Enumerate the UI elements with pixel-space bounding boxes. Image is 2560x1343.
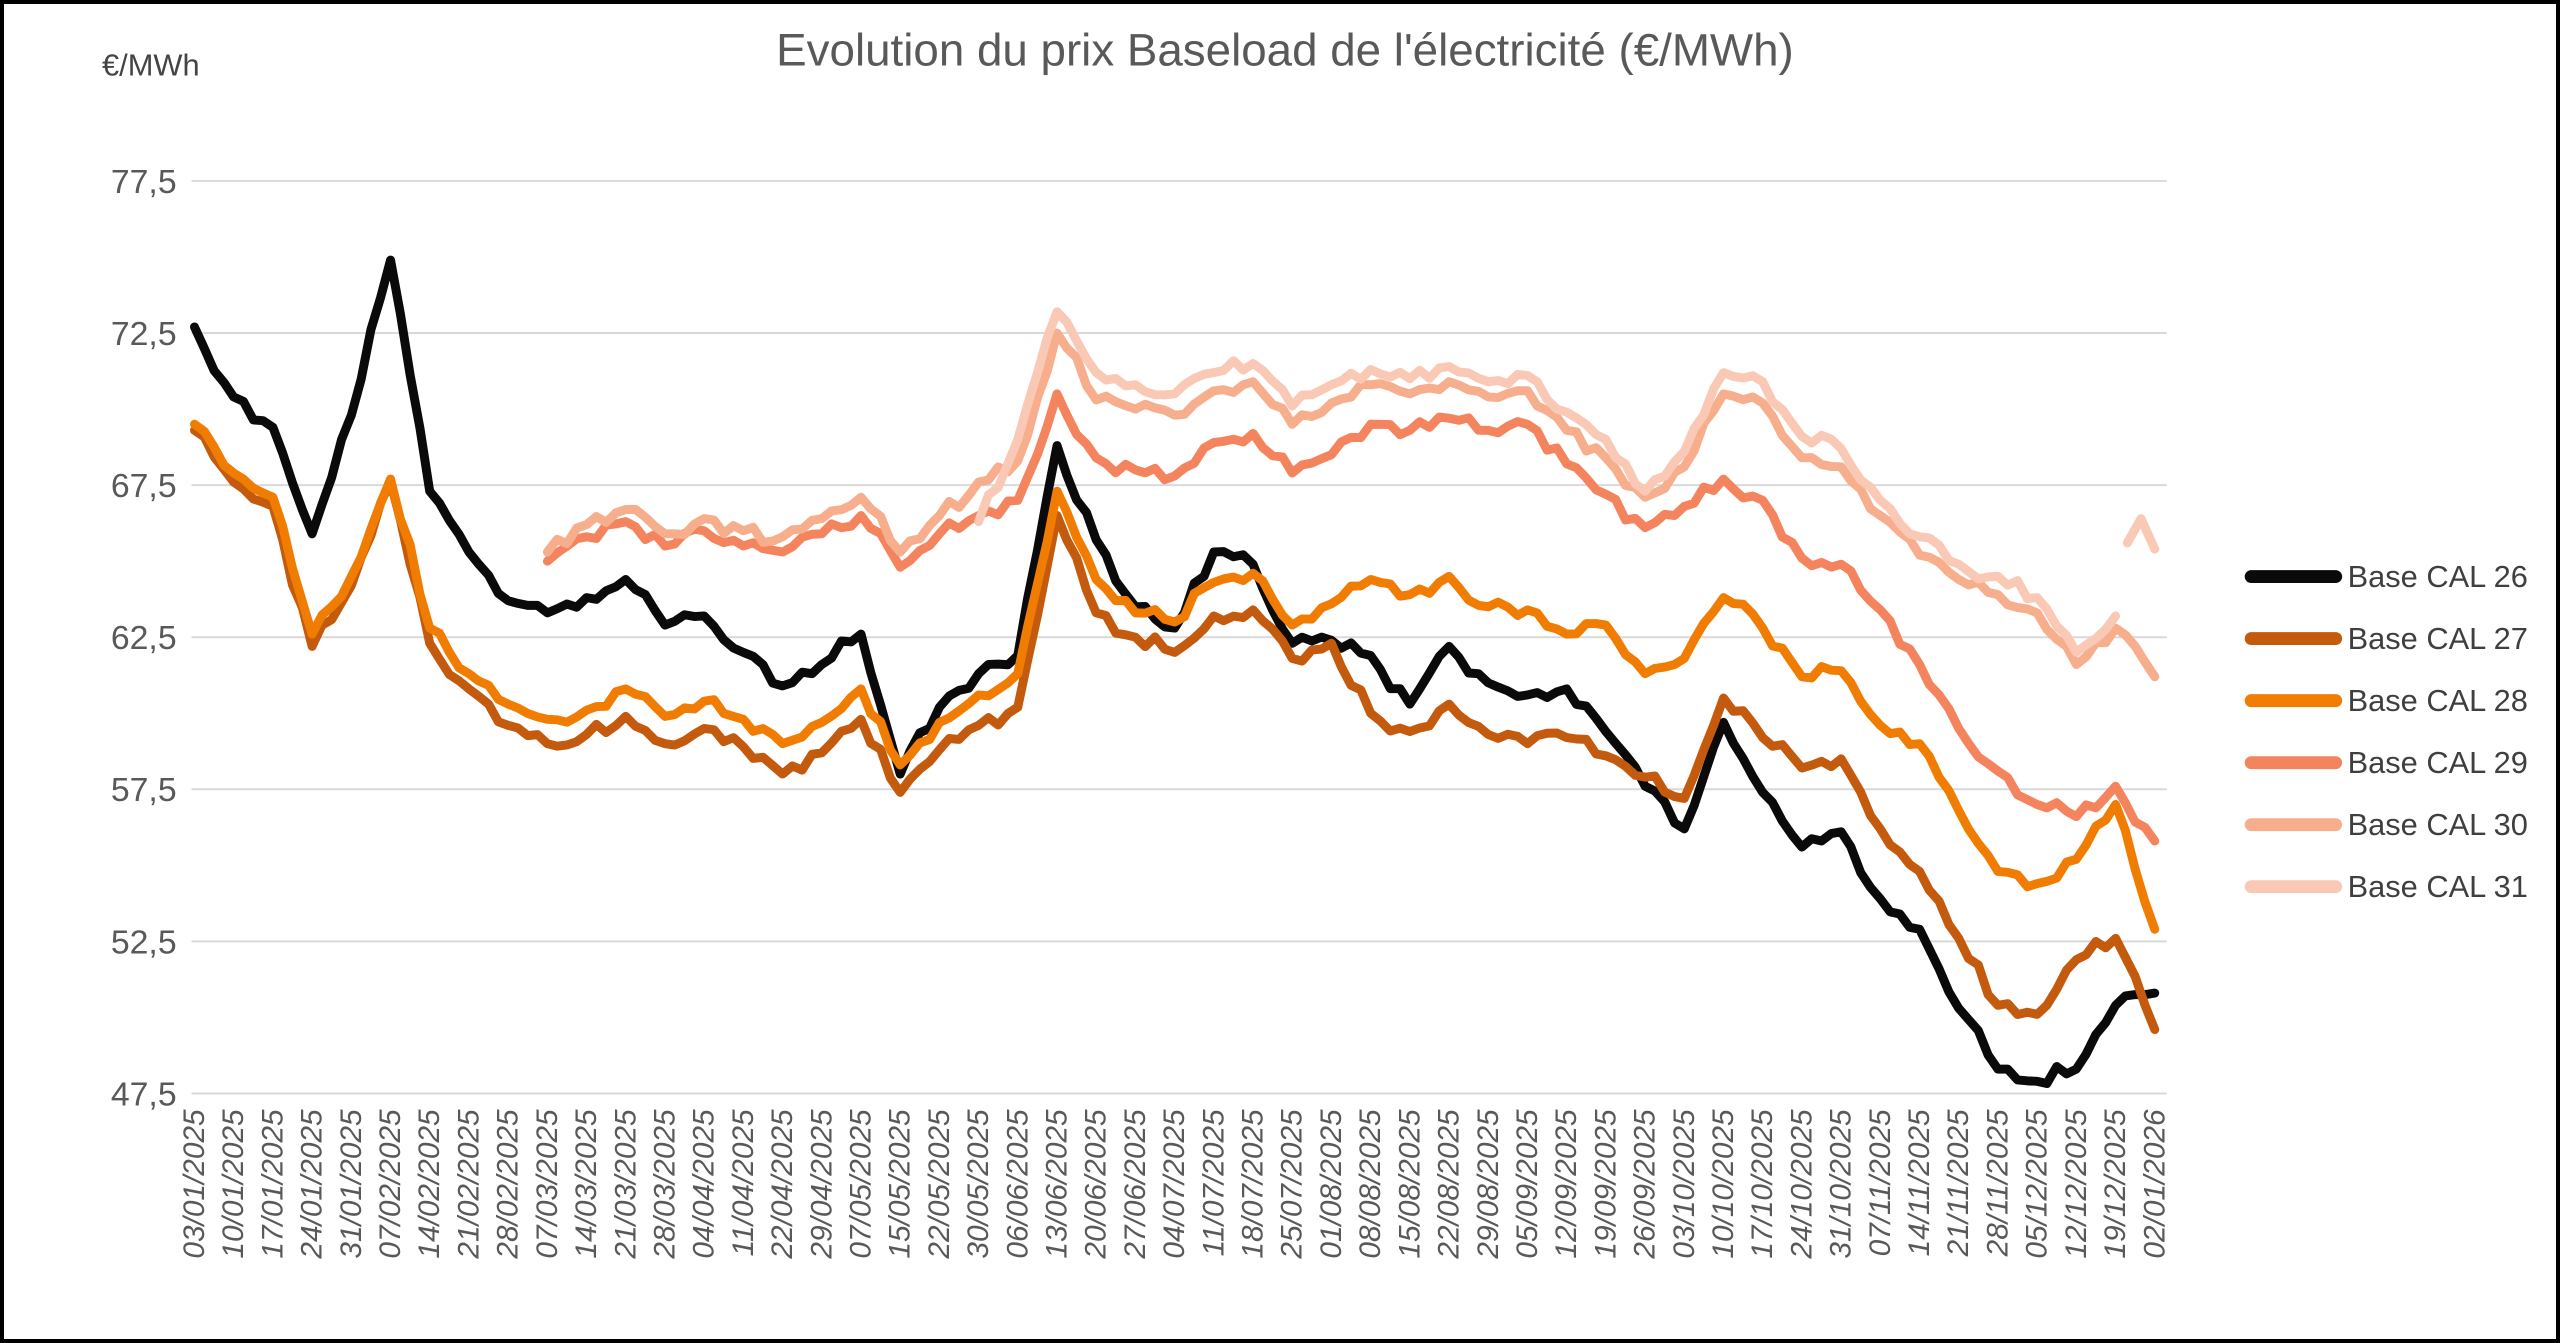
x-tick-label: 07/11/2025 [1864, 1109, 1897, 1256]
x-tick-label: 10/01/2025 [217, 1109, 250, 1259]
x-tick-label: 29/04/2025 [805, 1109, 838, 1260]
series-base-cal-31-hook [2122, 514, 2160, 554]
series-base-cal-27 [190, 425, 2160, 1035]
x-tick-label: 31/01/2025 [335, 1109, 368, 1259]
x-tick-label: 28/11/2025 [1981, 1109, 2014, 1257]
x-tick-label: 21/03/2025 [609, 1109, 642, 1260]
x-tick-label: 05/12/2025 [2021, 1109, 2054, 1259]
x-tick-label: 12/12/2025 [2060, 1109, 2093, 1259]
legend-label: Base CAL 31 [2348, 869, 2528, 904]
y-axis-unit-label: €/MWh [102, 48, 200, 83]
y-tick-label: 77,5 [111, 163, 177, 201]
x-tick-label: 24/01/2025 [296, 1109, 329, 1260]
series-base-cal-29 [542, 389, 2160, 846]
series-base-cal-31 [974, 307, 2121, 657]
series-base-cal-30 [542, 328, 2160, 682]
x-tick-label: 26/09/2025 [1629, 1109, 1662, 1260]
legend-label: Base CAL 29 [2348, 745, 2528, 780]
x-tick-label: 31/10/2025 [1825, 1109, 1858, 1259]
x-tick-label: 24/10/2025 [1785, 1109, 1818, 1260]
x-tick-label: 19/12/2025 [2099, 1109, 2132, 1259]
x-tick-label: 12/09/2025 [1550, 1109, 1583, 1259]
legend-label: Base CAL 27 [2348, 621, 2528, 656]
y-tick-label: 52,5 [111, 923, 177, 961]
x-tick-label: 14/03/2025 [570, 1109, 603, 1259]
legend-item-base-cal-27: Base CAL 27 [2244, 621, 2528, 656]
legend-item-base-cal-31: Base CAL 31 [2244, 869, 2528, 904]
y-tick-label: 57,5 [111, 771, 177, 809]
series-base-cal-28 [190, 419, 2160, 934]
legend-item-base-cal-28: Base CAL 28 [2244, 683, 2528, 718]
x-tick-label: 10/10/2025 [1707, 1109, 1740, 1259]
legend-label: Base CAL 26 [2348, 559, 2528, 594]
x-tick-label: 20/06/2025 [1080, 1109, 1113, 1260]
legend-label: Base CAL 30 [2348, 807, 2528, 842]
x-tick-label: 28/03/2025 [648, 1109, 681, 1260]
x-tick-label: 15/05/2025 [884, 1109, 917, 1259]
x-tick-label: 22/08/2025 [1433, 1109, 1466, 1260]
y-tick-label: 47,5 [111, 1075, 177, 1113]
baseload-price-chart: €/MWh Evolution du prix Baseload de l'él… [102, 25, 2528, 1260]
x-tick-label: 29/08/2025 [1472, 1109, 1505, 1260]
x-tick-label: 06/06/2025 [1001, 1109, 1034, 1259]
x-tick-label: 05/09/2025 [1511, 1109, 1544, 1259]
x-tick-label: 21/02/2025 [452, 1109, 485, 1260]
plot-area: 77,572,567,562,557,552,547,503/01/2025 10… [111, 163, 2171, 1260]
x-tick-label: 17/10/2025 [1746, 1109, 1779, 1259]
x-tick-label: 18/07/2025 [1237, 1109, 1270, 1259]
legend-item-base-cal-30: Base CAL 30 [2244, 807, 2528, 842]
y-tick-label: 62,5 [111, 619, 177, 657]
y-tick-label: 72,5 [111, 315, 177, 353]
legend-item-base-cal-26: Base CAL 26 [2244, 559, 2528, 594]
x-tick-label: 25/07/2025 [1276, 1109, 1309, 1260]
x-tick-label: 28/02/2025 [492, 1109, 525, 1260]
x-tick-label: 07/05/2025 [844, 1109, 877, 1259]
x-tick-label: 04/04/2025 [688, 1109, 721, 1259]
x-tick-label: 22/05/2025 [923, 1109, 956, 1260]
x-tick-label: 01/08/2025 [1315, 1109, 1348, 1259]
legend-label: Base CAL 28 [2348, 683, 2528, 718]
x-tick-label: 11/07/2025 [1197, 1109, 1230, 1256]
x-tick-label: 15/08/2025 [1393, 1109, 1426, 1259]
x-tick-label: 03/01/2025 [178, 1109, 211, 1259]
x-tick-label: 07/02/2025 [374, 1109, 407, 1259]
chart-title: Evolution du prix Baseload de l'électric… [776, 25, 1794, 76]
x-tick-label: 14/02/2025 [413, 1109, 446, 1259]
x-tick-label: 22/04/2025 [766, 1109, 799, 1260]
x-tick-label: 04/07/2025 [1158, 1109, 1191, 1259]
x-tick-label: 14/11/2025 [1903, 1109, 1936, 1256]
x-tick-label: 08/08/2025 [1354, 1109, 1387, 1259]
x-tick-label: 30/05/2025 [962, 1109, 995, 1259]
x-tick-label: 19/09/2025 [1589, 1109, 1622, 1259]
x-tick-label: 27/06/2025 [1119, 1109, 1152, 1260]
x-tick-label: 11/04/2025 [727, 1109, 760, 1256]
legend-item-base-cal-29: Base CAL 29 [2244, 745, 2528, 780]
x-tick-label: 17/01/2025 [256, 1109, 289, 1259]
x-tick-label: 21/11/2025 [1942, 1109, 1975, 1257]
x-tick-label: 07/03/2025 [531, 1109, 564, 1259]
y-tick-label: 67,5 [111, 467, 177, 505]
series-base-cal-26 [190, 255, 2160, 1089]
x-tick-label: 03/10/2025 [1668, 1109, 1701, 1259]
x-tick-label: 13/06/2025 [1041, 1109, 1074, 1259]
chart-legend: Base CAL 26 Base CAL 27 Base CAL 28 Base CA… [2244, 559, 2528, 904]
x-tick-label: 02/01/2026 [2138, 1109, 2171, 1259]
